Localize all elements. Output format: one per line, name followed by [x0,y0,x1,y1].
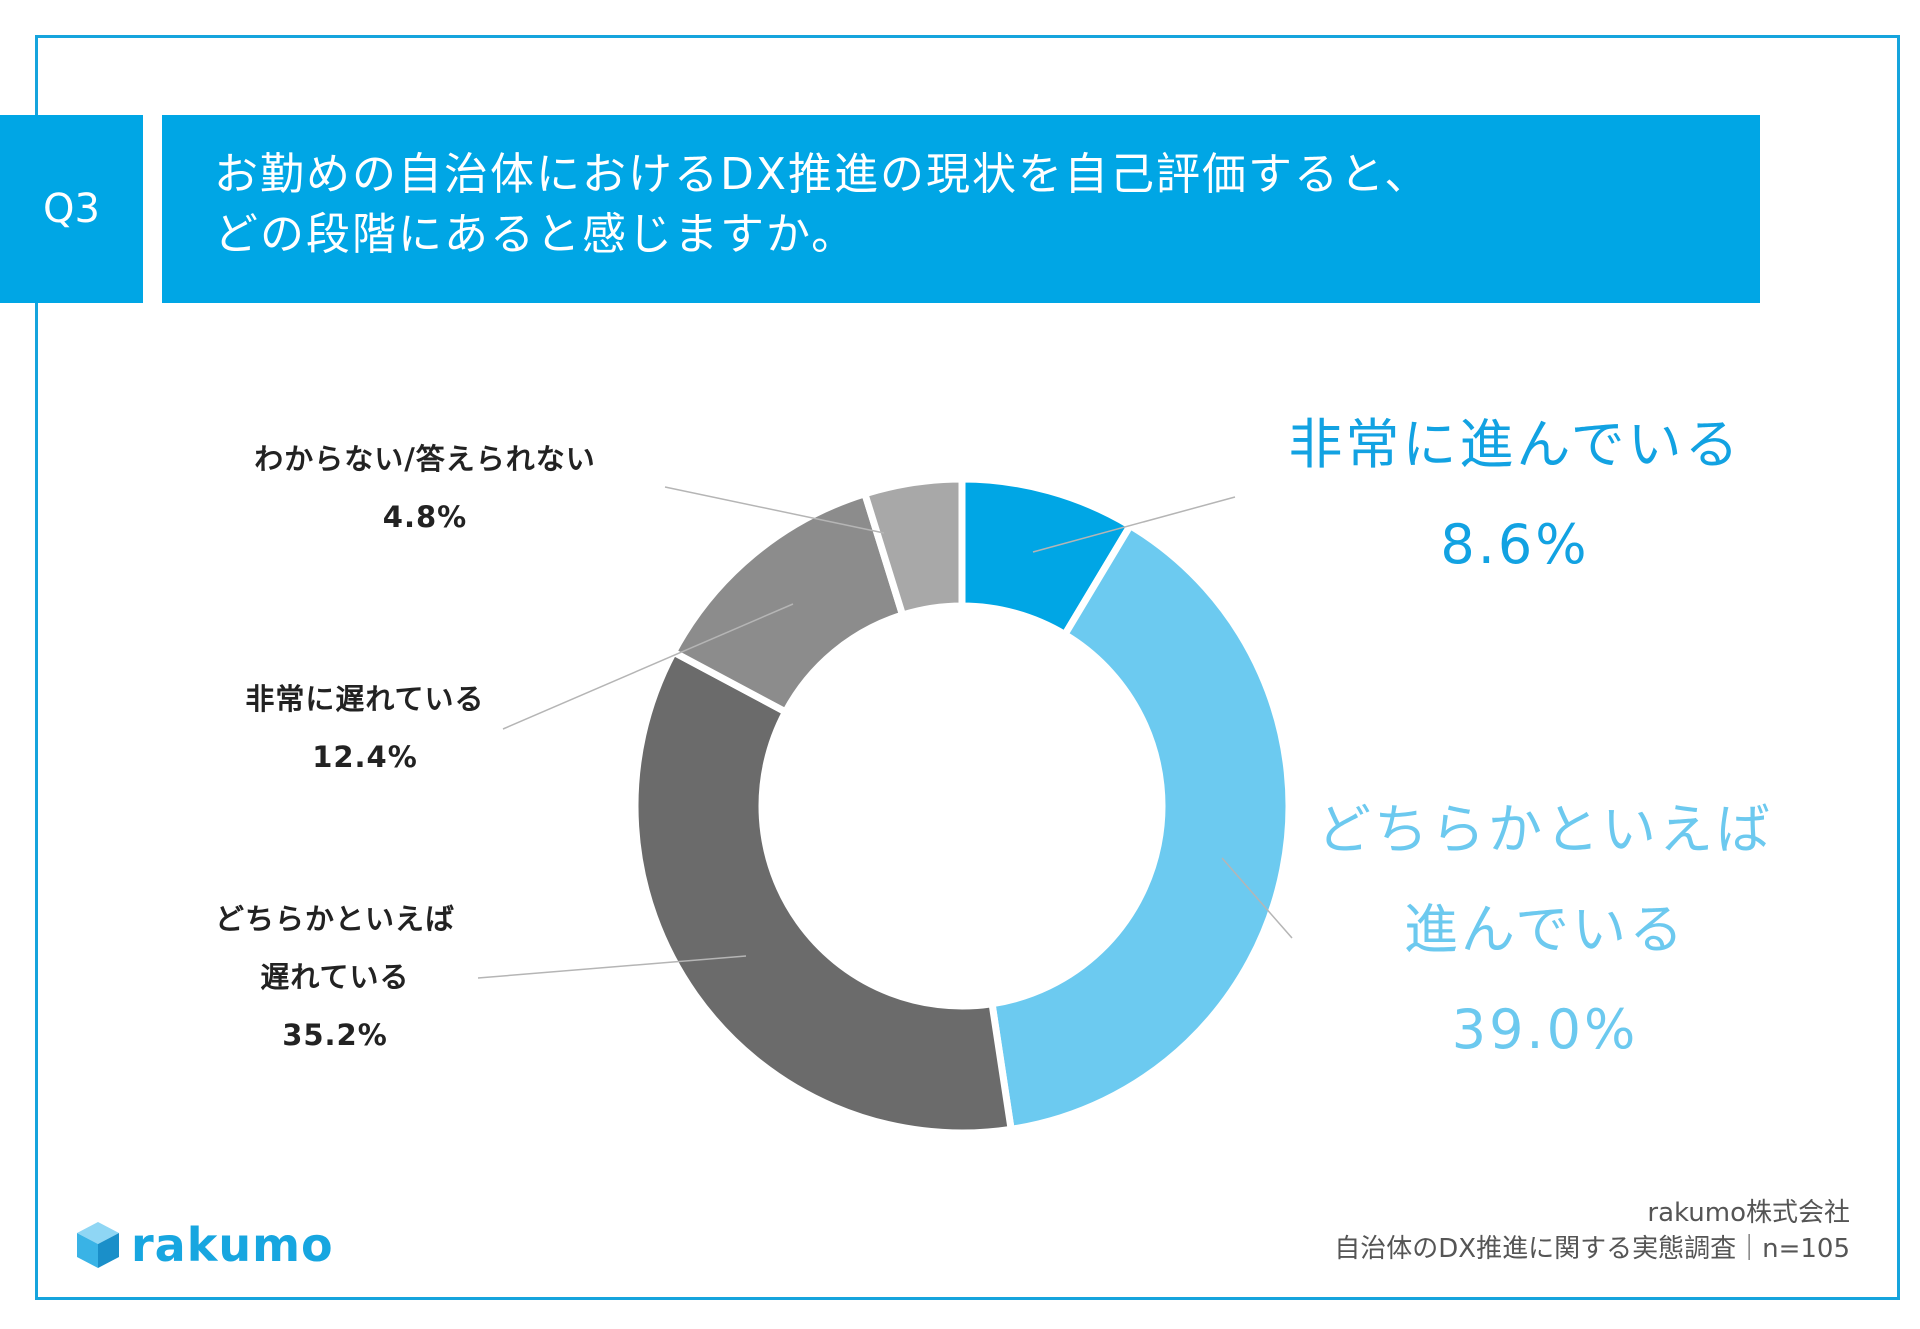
rakumo-logo-text: rakumo [131,1218,334,1272]
footer-credit: rakumo株式会社 自治体のDX推進に関する実態調査｜n=105 [1334,1195,1850,1267]
leader-line-somewhat-advanced [1221,857,1293,939]
question-line-1: お勤めの自治体におけるDX推進の現状を自己評価すると、 [214,149,1431,200]
label-very-behind: 非常に遅れている 12.4% [180,670,550,786]
slice-somewhat-behind [631,647,1016,1137]
label-very-advanced: 非常に進んでいる 8.6% [1250,395,1780,595]
label-unknown: わからない/答えられない 4.8% [190,430,660,546]
label-somewhat-advanced-line2: 進んでいる [1403,898,1687,961]
footer-company: rakumo株式会社 [1647,1198,1850,1228]
rakumo-logo: rakumo [73,1218,334,1272]
label-unknown-name: わからない/答えられない [254,442,596,476]
label-very-advanced-value: 8.6% [1440,513,1590,576]
question-banner: お勤めの自治体におけるDX推進の現状を自己評価すると、 どの段階にあると感じます… [162,115,1760,303]
question-number-badge: Q3 [0,115,143,303]
label-somewhat-advanced-line1: どちらかといえば [1317,798,1773,861]
label-somewhat-behind: どちらかといえば 遅れている 35.2% [150,890,520,1064]
question-line-2: どの段階にあると感じますか。 [214,209,858,260]
slice-unknown [860,475,966,620]
rakumo-cube-icon [77,1222,119,1268]
label-very-advanced-name: 非常に進んでいる [1288,413,1742,476]
label-somewhat-advanced-value: 39.0% [1451,998,1639,1061]
leader-line-somewhat-behind [477,955,747,979]
label-very-behind-value: 12.4% [312,740,418,774]
label-somewhat-behind-line1: どちらかといえば [214,902,455,936]
label-unknown-value: 4.8% [382,500,468,534]
leader-line-very-behind [502,603,794,730]
leader-line-unknown [664,486,885,534]
footer-survey: 自治体のDX推進に関する実態調査｜n=105 [1334,1234,1850,1264]
label-somewhat-behind-value: 35.2% [282,1018,388,1052]
slice-somewhat-advanced [988,520,1293,1134]
label-very-behind-name: 非常に遅れている [245,682,485,716]
leader-line-very-advanced [1032,496,1236,553]
label-somewhat-advanced: どちらかといえば 進んでいる 39.0% [1280,780,1810,1080]
label-somewhat-behind-line2: 遅れている [260,960,410,994]
slide-frame [35,35,1900,1300]
